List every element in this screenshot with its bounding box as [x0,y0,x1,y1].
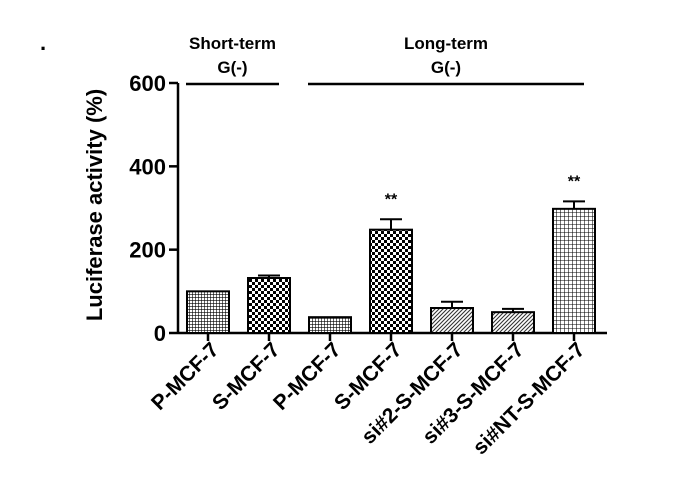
y-ticks: 0 200 400 600 [129,71,178,346]
y-axis-label: Luciferase activity (%) [82,89,107,321]
bar [552,207,596,334]
group-label-line2: G(-) [217,58,247,77]
significance-marker: ** [385,191,398,208]
bar [369,228,413,335]
bar [247,277,291,334]
y-tick-label: 600 [129,71,166,96]
corner-mark: . [40,30,46,55]
category-label: si#NT-S-MCF-7 [468,338,589,459]
y-tick-label: 0 [154,321,166,346]
y-tick-label: 200 [129,238,166,263]
group-label-line2: G(-) [431,58,461,77]
group-label-line1: Long-term [404,34,488,53]
group-label-line1: Short-term [189,34,276,53]
bar [430,307,474,334]
bars: ** ** [186,173,596,335]
y-tick-label: 400 [129,154,166,179]
bar [186,290,230,335]
significance-marker: ** [568,173,581,190]
bar [491,311,535,334]
category-labels: P-MCF-7S-MCF-7P-MCF-7S-MCF-7si#2-S-MCF-7… [147,333,590,459]
bar [308,316,352,334]
group-annotations: Short-term G(-) Long-term G(-) [186,34,584,86]
